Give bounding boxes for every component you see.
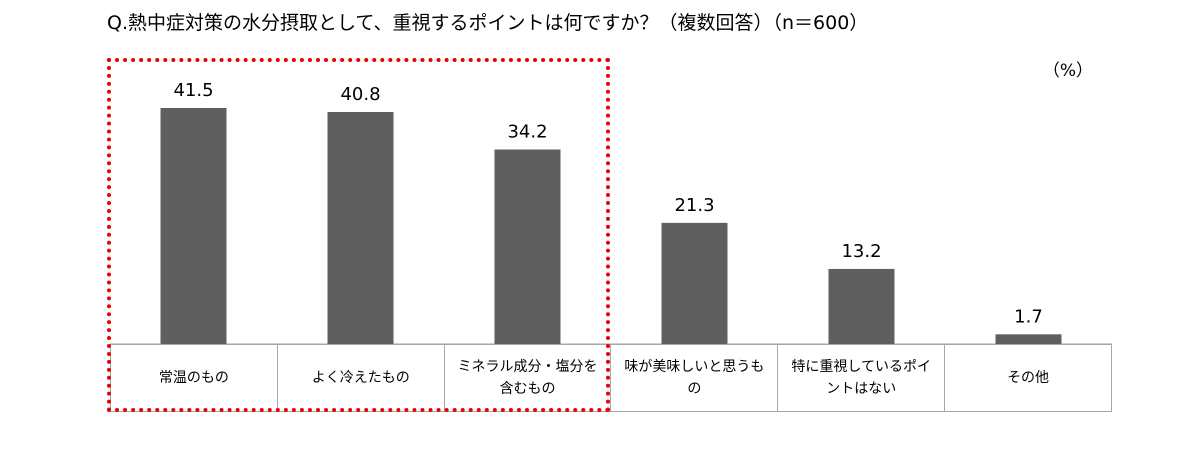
category-label: 特に重視しているポイ xyxy=(791,359,932,375)
category-row: 常温のもの よく冷えたもの ミネラル成分・塩分を 含むもの 味が美味しいと思うもの特に重… xyxy=(110,344,1112,412)
category-label: ントはない xyxy=(826,381,897,397)
category-table: 常温のもの よく冷えたもの ミネラル成分・塩分を 含むもの 味が美味しいと思うもの特に重… xyxy=(110,344,1112,412)
category-label: その他 xyxy=(1007,370,1050,386)
highlight-frame xyxy=(107,58,610,412)
category-label: ミネラル成分・塩分を xyxy=(457,359,598,375)
bar-1 xyxy=(327,111,394,345)
category-label: 味が美味しいと思うも xyxy=(624,359,765,375)
category-label: 含むもの xyxy=(499,381,556,397)
data-label-2: 34.2 xyxy=(507,122,547,143)
bar-4 xyxy=(828,268,895,344)
bar-0 xyxy=(160,108,227,344)
category-cell-1: よく冷えたもの xyxy=(276,344,445,412)
bar-2 xyxy=(494,149,561,344)
unit-label: （%） xyxy=(1042,61,1093,81)
category-cell-4: 特に重視しているポイ ントはない xyxy=(777,344,946,412)
data-label-4: 13.2 xyxy=(841,241,881,262)
category-cell-3: 味が美味しいと思うもの xyxy=(610,344,779,412)
category-cell-2: ミネラル成分・塩分を 含むもの xyxy=(443,344,612,412)
category-cell-5: その他 xyxy=(944,344,1112,412)
category-label: よく冷えたもの xyxy=(311,370,410,386)
data-label-0: 41.5 xyxy=(173,80,213,101)
category-label: の xyxy=(687,381,702,397)
bar-5 xyxy=(995,334,1062,344)
data-label-5: 1.7 xyxy=(1014,306,1043,327)
category-label: 常温のもの xyxy=(158,370,229,386)
bar-3 xyxy=(661,222,728,344)
data-label-3: 21.3 xyxy=(674,195,714,216)
data-label-1: 40.8 xyxy=(340,84,380,105)
chart-title: Q.熱中症対策の水分摂取として、重視するポイントは何ですか？（複数回答）（n＝6… xyxy=(107,12,869,34)
